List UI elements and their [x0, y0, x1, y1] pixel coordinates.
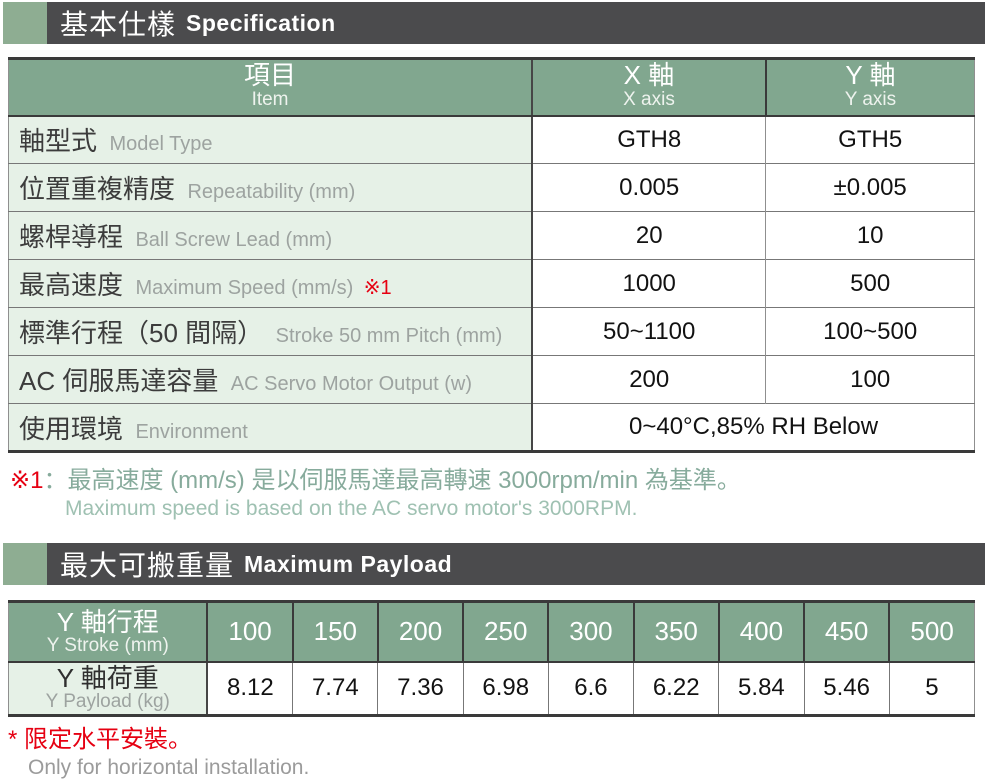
footnote-ref-mark: ※1: [10, 467, 44, 494]
payload-stroke-value: 250: [462, 601, 549, 663]
spec-row-label-en: Stroke 50 mm Pitch (mm): [275, 325, 503, 347]
spec-row-label: 標準行程（50 間隔） Stroke 50 mm Pitch (mm): [8, 307, 533, 356]
spec-row-label-zh: 最高速度: [19, 270, 124, 300]
installation-footnote: * 限定水平安裝。 Only for horizontal installati…: [8, 725, 989, 781]
spec-table-header-row: 項目 Item X 軸 X axis Y 軸 Y axis: [8, 58, 975, 117]
spec-row-label-en: Model Type: [109, 133, 213, 156]
payload-section-title-en: Maximum Payload: [244, 550, 453, 577]
payload-stroke-label-zh: Y 軸行程: [56, 606, 159, 637]
spec-environment-value: 0~40°C,85% RH Below: [531, 403, 975, 452]
spec-section-header: 基本仕樣 Specification: [3, 2, 985, 44]
payload-weight-label-zh: Y 軸荷重: [56, 663, 159, 694]
spec-section-title-en: Specification: [186, 9, 336, 36]
payload-weight-label-en: Y Payload (kg): [45, 691, 170, 713]
speed-footnote-zh: ：最高速度 (mm/s) 是以伺服馬達最高轉速 3000rpm/min 為基準。: [43, 467, 741, 494]
spec-row-repeatability: 位置重複精度 Repeatability (mm) 0.005 ±0.005: [8, 163, 975, 212]
spec-row-label: 最高速度 Maximum Speed (mm/s) ※1: [8, 259, 533, 308]
payload-stroke-value: 300: [547, 601, 634, 663]
payload-value: 7.74: [292, 661, 378, 716]
spec-row-label-en: Repeatability (mm): [187, 181, 356, 203]
spec-header-y-axis: Y 軸 Y axis: [764, 58, 975, 117]
payload-stroke-label-en: Y Stroke (mm): [46, 634, 169, 656]
payload-section-title-bar: 最大可搬重量 Maximum Payload: [47, 543, 985, 585]
spec-y-value: 100~500: [765, 307, 975, 356]
spec-row-model-type: 軸型式 Model Type GTH8 GTH5: [8, 115, 975, 164]
spec-section-title-bar: 基本仕樣 Specification: [47, 2, 985, 44]
payload-value: 6.22: [633, 661, 719, 716]
spec-row-servo-output: AC 伺服馬達容量 AC Servo Motor Output (w) 200 …: [8, 355, 975, 404]
payload-value: 5.46: [803, 661, 890, 716]
spec-y-value: 100: [765, 355, 975, 404]
spec-row-note-ref: ※1: [363, 277, 392, 299]
payload-stroke-value: 350: [632, 601, 719, 663]
spec-y-value: 500: [765, 259, 975, 308]
spec-row-label: AC 伺服馬達容量 AC Servo Motor Output (w): [8, 355, 533, 404]
spec-table: 項目 Item X 軸 X axis Y 軸 Y axis 軸型式 Model …: [8, 57, 975, 453]
payload-section-header: 最大可搬重量 Maximum Payload: [3, 543, 985, 585]
spec-header-y-en: Y axis: [844, 89, 897, 111]
spec-y-value: GTH5: [765, 115, 975, 164]
spec-row-ball-screw-lead: 螺桿導程 Ball Screw Lead (mm) 20 10: [8, 211, 975, 260]
installation-footnote-en: Only for horizontal installation.: [28, 756, 310, 779]
spec-row-label-en: AC Servo Motor Output (w): [230, 373, 472, 395]
spec-row-label-zh: 軸型式: [19, 126, 98, 157]
payload-value: 5.84: [718, 661, 805, 716]
payload-value: 6.98: [462, 661, 549, 716]
spec-x-value: GTH8: [531, 115, 766, 164]
spec-row-label-zh: AC 伺服馬達容量: [19, 366, 219, 396]
payload-value: 6.6: [547, 661, 634, 716]
spec-x-value: 20: [531, 211, 766, 260]
speed-footnote-zh-line: ※1：最高速度 (mm/s) 是以伺服馬達最高轉速 3000rpm/min 為基…: [10, 466, 989, 496]
spec-row-label: 使用環境 Environment: [8, 403, 533, 452]
spec-x-value: 50~1100: [531, 307, 766, 356]
payload-stroke-value: 500: [888, 601, 975, 663]
spec-x-value: 200: [531, 355, 766, 404]
spec-row-label-en: Ball Screw Lead (mm): [135, 229, 333, 251]
spec-header-x-en: X axis: [623, 89, 675, 111]
spec-row-label: 螺桿導程 Ball Screw Lead (mm): [8, 211, 533, 260]
spec-row-stroke: 標準行程（50 間隔） Stroke 50 mm Pitch (mm) 50~1…: [8, 307, 975, 356]
speed-footnote: ※1：最高速度 (mm/s) 是以伺服馬達最高轉速 3000rpm/min 為基…: [10, 466, 989, 522]
payload-value: 5: [888, 661, 975, 716]
spec-header-item-zh: 項目: [244, 60, 297, 91]
payload-table: Y 軸行程 Y Stroke (mm) 100 150 200 250 300 …: [8, 600, 975, 717]
spec-row-label-zh: 標準行程（50 間隔）: [19, 318, 264, 348]
payload-weight-label: Y 軸荷重 Y Payload (kg): [8, 661, 208, 716]
spec-row-environment: 使用環境 Environment 0~40°C,85% RH Below: [8, 403, 975, 452]
spec-row-label-en: Environment: [135, 420, 248, 443]
spec-row-label-zh: 使用環境: [19, 413, 124, 444]
installation-footnote-zh: * 限定水平安裝。: [8, 726, 193, 753]
payload-section-title-zh: 最大可搬重量: [60, 550, 235, 581]
payload-stroke-value: 200: [376, 601, 464, 663]
spec-y-value: ±0.005: [765, 163, 975, 212]
speed-footnote-en: Maximum speed is based on the AC servo m…: [65, 497, 638, 520]
payload-stroke-label: Y 軸行程 Y Stroke (mm): [8, 601, 208, 663]
payload-value: 8.12: [206, 661, 293, 716]
spec-x-value: 1000: [531, 259, 766, 308]
spec-header-item: 項目 Item: [8, 58, 533, 117]
spec-row-label-zh: 螺桿導程: [19, 222, 124, 252]
payload-stroke-value: 450: [803, 601, 890, 663]
payload-value: 7.36: [377, 661, 464, 716]
spec-section-title-zh: 基本仕樣: [60, 9, 177, 40]
spec-header-x-axis: X 軸 X axis: [531, 58, 766, 117]
spec-row-label-zh: 位置重複精度: [19, 174, 176, 204]
spec-header-y-zh: Y 軸: [845, 60, 896, 91]
payload-value-row: Y 軸荷重 Y Payload (kg) 8.12 7.74 7.36 6.98…: [8, 661, 975, 716]
spec-row-label: 位置重複精度 Repeatability (mm): [8, 163, 533, 212]
spec-row-label-en: Maximum Speed (mm/s): [135, 277, 354, 299]
spec-row-label: 軸型式 Model Type: [8, 115, 533, 164]
section-accent-square: [3, 543, 47, 585]
section-accent-square: [3, 2, 47, 44]
payload-stroke-value: 100: [206, 601, 293, 663]
spec-y-value: 10: [765, 211, 975, 260]
payload-header-row: Y 軸行程 Y Stroke (mm) 100 150 200 250 300 …: [8, 601, 975, 663]
payload-stroke-value: 150: [291, 601, 378, 663]
spec-row-max-speed: 最高速度 Maximum Speed (mm/s) ※1 1000 500: [8, 259, 975, 308]
spec-header-item-en: Item: [251, 89, 289, 111]
spec-x-value: 0.005: [531, 163, 766, 212]
spec-header-x-zh: X 軸: [623, 60, 675, 91]
payload-stroke-value: 400: [717, 601, 805, 663]
